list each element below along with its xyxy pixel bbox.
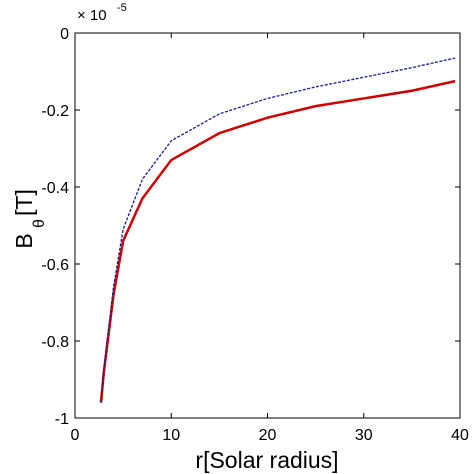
y-label-main: B: [11, 233, 37, 248]
y-tick-label: -0.2: [41, 103, 69, 120]
series-line: [100, 57, 456, 403]
plot-frame: [74, 32, 461, 419]
y-tick-label: -1: [55, 411, 69, 428]
y-label-subscript: θ: [31, 219, 48, 228]
x-tick-label: 20: [259, 427, 277, 444]
y-tick-label: -0.4: [41, 180, 69, 197]
x-tick-label: 40: [451, 427, 469, 444]
y-tick-label: -0.8: [41, 334, 69, 351]
y-tick-label: 0: [60, 26, 69, 43]
x-tick-label: 30: [355, 427, 373, 444]
y-axis-label: B θ [T]: [11, 189, 48, 249]
y-multiplier-exponent: -5: [117, 2, 127, 14]
x-tick-label: 0: [71, 427, 80, 444]
y-tick-label: -0.6: [41, 257, 69, 274]
x-tick-label: 10: [162, 427, 180, 444]
y-multiplier: × 10: [77, 7, 107, 24]
x-axis-label: r[Solar radius]: [195, 447, 338, 473]
y-label-suffix: [T]: [11, 189, 37, 216]
series-line: [99, 79, 456, 403]
